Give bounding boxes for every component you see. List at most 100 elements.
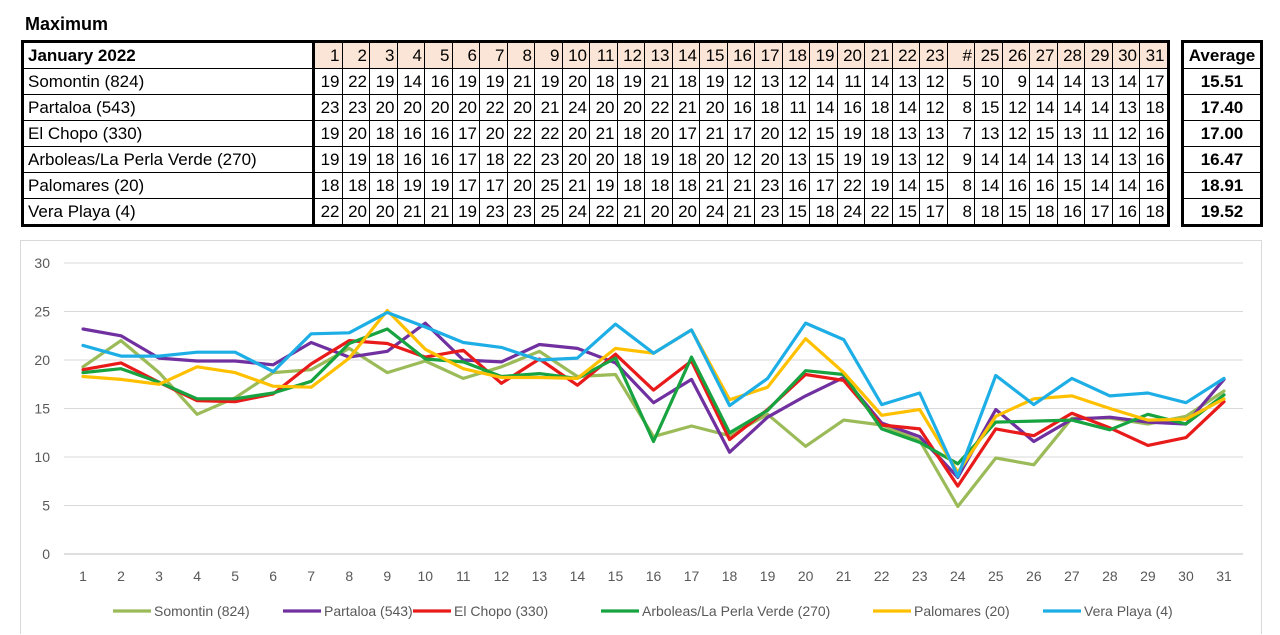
legend-label: Palomares (20) (914, 603, 1010, 619)
day-header: 4 (396, 41, 425, 69)
table-cell: 22 (589, 198, 618, 226)
table-cell: 15 (1029, 120, 1058, 147)
day-header: 12 (616, 41, 645, 69)
table-cell: 16 (1056, 198, 1085, 226)
legend-label: Partaloa (543) (324, 603, 413, 619)
day-header: 16 (726, 41, 755, 69)
table-cell: 14 (891, 172, 920, 199)
x-tick-label: 4 (193, 568, 201, 584)
table-cell: 8 (946, 172, 975, 199)
table-cell: 25 (534, 198, 563, 226)
table-cell: 15 (781, 198, 810, 226)
table-cell: 22 (864, 198, 893, 226)
day-header: 1 (312, 41, 343, 69)
table-cell: 13 (891, 120, 920, 147)
data-table: January 2022 1 2 3 4 5 6 7 8 9 10 11 12 13 14 15 16 17 18 1… (21, 40, 1170, 227)
x-tick-label: 29 (1140, 568, 1156, 584)
table-cell: 20 (506, 172, 535, 199)
x-tick-label: 12 (494, 568, 510, 584)
table-cell: 18 (974, 198, 1003, 226)
table-header-row: January 2022 1 2 3 4 5 6 7 8 9 10 11 12 13 14 15 16 17 18 1… (22, 41, 1169, 69)
day-header: 15 (699, 41, 728, 69)
table-cell: 14 (1111, 68, 1140, 95)
table-cell: 8 (946, 94, 975, 121)
x-tick-label: 17 (684, 568, 700, 584)
table-cell: 20 (369, 94, 398, 121)
table-cell: 19 (312, 120, 343, 147)
x-tick-label: 6 (269, 568, 277, 584)
table-cell: 16 (1029, 172, 1058, 199)
station-label: Vera Playa (4) (22, 198, 314, 226)
table-cell: 13 (1111, 146, 1140, 173)
table-cell: 7 (946, 120, 975, 147)
table-cell: 9 (946, 146, 975, 173)
table-cell: 16 (1139, 120, 1169, 147)
table-cell: 20 (341, 120, 370, 147)
table-cell: 14 (1001, 146, 1030, 173)
table-cell: 21 (644, 68, 673, 95)
x-tick-label: 22 (874, 568, 890, 584)
table-cell: 17 (809, 172, 838, 199)
table-row: Partaloa (543) 23 23 20 20 20 20 22 20 21 24 20 20 22… (22, 94, 1169, 121)
table-row: El Chopo (330) 19 20 18 16 16 17 20 22 22 20 21 18 20… (22, 120, 1169, 147)
table-cell: 19 (616, 68, 645, 95)
station-label: Somontin (824) (22, 68, 314, 95)
table-cell: 18 (369, 146, 398, 173)
table-cell: 22 (534, 120, 563, 147)
table-cell: 17 (726, 120, 755, 147)
y-tick-label: 20 (34, 352, 50, 368)
table-cell: 16 (1001, 172, 1030, 199)
table-cell: 20 (506, 94, 535, 121)
x-tick-label: 14 (570, 568, 586, 584)
station-label: Partaloa (543) (22, 94, 314, 121)
table-cell: 22 (506, 146, 535, 173)
table-cell: 15 (919, 172, 948, 199)
table-cell: 14 (396, 68, 425, 95)
x-tick-label: 8 (345, 568, 353, 584)
table-cell: 19 (589, 172, 618, 199)
table-cell: 23 (754, 198, 783, 226)
day-header: 14 (671, 41, 700, 69)
page-title: Maximum (25, 14, 109, 34)
table-cell: 25 (534, 172, 563, 199)
table-cell: 17 (671, 120, 700, 147)
table-cell: 14 (1056, 68, 1085, 95)
average-value: 17.00 (1182, 120, 1262, 147)
table-cell: 19 (479, 68, 508, 95)
x-tick-label: 20 (798, 568, 814, 584)
table-cell: 19 (836, 146, 865, 173)
table-cell: 12 (1001, 94, 1030, 121)
table-cell: 16 (396, 146, 425, 173)
x-tick-label: 24 (950, 568, 966, 584)
table-cell: 22 (506, 120, 535, 147)
average-row: 16.47 (1182, 146, 1262, 173)
series-line (81, 310, 1226, 478)
table-cell: 17 (1084, 198, 1113, 226)
table-cell: 15 (1001, 198, 1030, 226)
table-row: Somontin (824) 19 22 19 14 16 19 19 21 19 20 18 19 21… (22, 68, 1169, 95)
x-tick-label: 3 (155, 568, 163, 584)
day-header: 7 (479, 41, 508, 69)
table-cell: 16 (424, 68, 453, 95)
table-cell: 20 (561, 120, 590, 147)
day-header: 25 (974, 41, 1003, 69)
legend-label: Somontin (824) (154, 603, 250, 619)
day-header: 23 (919, 41, 948, 69)
table-cell: 9 (1001, 68, 1030, 95)
table-cell: 18 (369, 172, 398, 199)
table-cell: 21 (726, 172, 755, 199)
table-cell: 15 (974, 94, 1003, 121)
table-cell: 17 (1139, 68, 1169, 95)
line-chart: 1 2 3 4 5 6 7 8 9 10 11 12 13 14 15 16 17 18 19 20 21 22 23 24 2… (34, 255, 1243, 619)
table-cell: 13 (1084, 68, 1113, 95)
x-tick-label: 27 (1064, 568, 1080, 584)
x-tick-label: 25 (988, 568, 1004, 584)
station-label: Arboleas/La Perla Verde (270) (22, 146, 314, 173)
table-cell: 22 (312, 198, 343, 226)
table-cell: 19 (369, 68, 398, 95)
table-cell: 13 (1056, 120, 1085, 147)
table-row: Arboleas/La Perla Verde (270) 19 19 18 16 16 1… (22, 146, 1169, 173)
table-cell: 17 (479, 172, 508, 199)
average-value: 18.91 (1182, 172, 1262, 199)
table-cell: 18 (809, 198, 838, 226)
